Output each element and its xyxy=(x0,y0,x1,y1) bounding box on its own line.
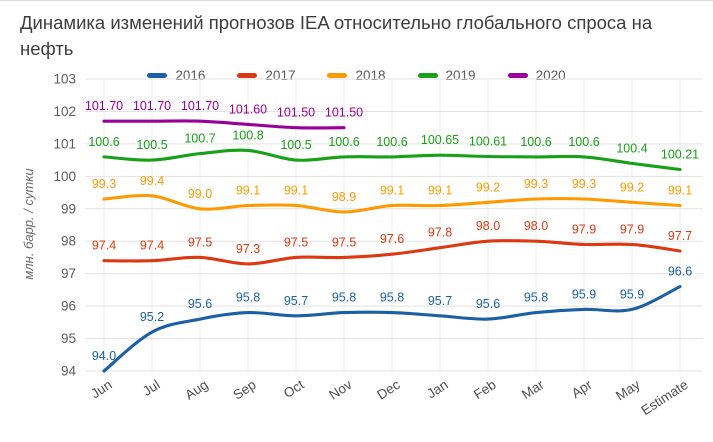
x-tick-label: Jul xyxy=(140,377,163,399)
point-label-2018: 99.1 xyxy=(668,184,692,198)
point-label-2016: 95.8 xyxy=(332,291,356,305)
point-label-2016: 95.7 xyxy=(284,294,308,308)
point-label-2018: 98.9 xyxy=(332,190,356,204)
legend-swatch xyxy=(507,73,528,78)
x-tick-label: Sep xyxy=(230,377,258,403)
legend-swatch xyxy=(147,73,168,78)
point-label-2017: 98.0 xyxy=(476,219,500,233)
point-label-2016: 95.8 xyxy=(524,291,548,305)
x-tick-label: Feb xyxy=(471,377,499,402)
point-label-2019: 100.21 xyxy=(661,148,699,162)
y-tick-label: 95 xyxy=(61,331,76,346)
point-label-2019: 100.6 xyxy=(568,135,599,149)
point-label-2017: 97.5 xyxy=(188,235,212,249)
point-label-2019: 100.5 xyxy=(136,138,167,152)
point-label-2019: 100.6 xyxy=(520,135,551,149)
point-label-2017: 97.4 xyxy=(140,239,164,253)
point-label-2020: 101.50 xyxy=(277,106,315,120)
y-tick-label: 96 xyxy=(61,299,76,314)
point-label-2018: 99.3 xyxy=(92,177,116,191)
point-label-2016: 95.2 xyxy=(140,310,164,324)
point-label-2017: 97.3 xyxy=(236,242,260,256)
y-tick-label: 97 xyxy=(61,266,76,281)
point-label-2019: 100.61 xyxy=(469,135,507,149)
point-label-2019: 100.5 xyxy=(280,138,311,152)
point-label-2019: 100.7 xyxy=(184,132,215,146)
y-tick-label: 103 xyxy=(53,72,76,87)
legend-swatch xyxy=(327,73,348,78)
point-label-2016: 95.6 xyxy=(476,297,500,311)
point-label-2019: 100.6 xyxy=(376,135,407,149)
point-label-2016: 95.7 xyxy=(428,294,452,308)
point-label-2018: 99.0 xyxy=(188,187,212,201)
point-label-2017: 97.8 xyxy=(428,226,452,240)
point-label-2019: 100.6 xyxy=(88,135,119,149)
point-label-2017: 97.6 xyxy=(380,232,404,246)
point-label-2020: 101.60 xyxy=(229,102,267,116)
legend-swatch xyxy=(417,73,438,78)
x-tick-label: Apr xyxy=(569,377,595,401)
series-line-2017 xyxy=(102,239,682,266)
chart-title: Динамика изменений прогнозов IEA относит… xyxy=(20,12,653,59)
point-label-2019: 100.4 xyxy=(616,141,647,155)
point-label-2016: 95.9 xyxy=(620,287,644,301)
point-label-2019: 100.65 xyxy=(421,133,459,147)
point-label-2018: 99.1 xyxy=(380,184,404,198)
point-label-2016: 94.0 xyxy=(92,349,116,363)
point-label-2018: 99.1 xyxy=(236,184,260,198)
x-tick-label: May xyxy=(613,377,643,404)
point-label-2017: 97.9 xyxy=(620,222,644,236)
x-tick-label: Mar xyxy=(519,377,547,403)
point-label-2017: 97.5 xyxy=(284,235,308,249)
point-label-2018: 99.4 xyxy=(140,174,164,188)
y-tick-label: 102 xyxy=(53,104,76,119)
line-chart: 94 95 96 97 98 99 100 101 102 103 Jun Jul Aug Sep Oct N… xyxy=(53,72,703,418)
point-label-2017: 97.5 xyxy=(332,235,356,249)
point-label-2018: 99.2 xyxy=(476,180,500,194)
y-tick-label: 98 xyxy=(61,234,76,249)
x-tick-label: Nov xyxy=(326,377,355,403)
point-label-2019: 100.8 xyxy=(232,128,263,142)
series-line-2018 xyxy=(102,193,682,214)
point-label-2017: 97.9 xyxy=(572,222,596,236)
point-label-2016: 96.6 xyxy=(668,265,692,279)
x-tick-label: Estimate xyxy=(638,377,690,418)
point-label-2020: 101.70 xyxy=(85,99,123,113)
series-line-2019 xyxy=(102,148,682,172)
point-label-2016: 95.8 xyxy=(236,291,260,305)
x-tick-label: Aug xyxy=(182,377,210,403)
point-label-2017: 97.7 xyxy=(668,229,692,243)
point-label-2020: 101.50 xyxy=(325,106,363,120)
y-tick-label: 100 xyxy=(53,169,76,184)
series-line-2016 xyxy=(102,285,682,373)
point-label-2017: 97.4 xyxy=(92,239,116,253)
point-label-2018: 99.2 xyxy=(620,180,644,194)
point-label-2018: 99.3 xyxy=(524,177,548,191)
y-tick-label: 94 xyxy=(61,364,77,379)
point-label-2018: 99.1 xyxy=(428,184,452,198)
point-label-2020: 101.70 xyxy=(181,99,219,113)
point-label-2016: 95.9 xyxy=(572,287,596,301)
point-label-2018: 99.3 xyxy=(572,177,596,191)
x-tick-label: Jan xyxy=(424,377,450,401)
point-label-2016: 95.6 xyxy=(188,297,212,311)
point-label-2016: 95.8 xyxy=(380,291,404,305)
series-line-2020 xyxy=(102,119,346,130)
point-label-2017: 98.0 xyxy=(524,219,548,233)
y-tick-label: 101 xyxy=(53,136,76,151)
x-tick-label: Dec xyxy=(374,377,403,403)
point-label-2020: 101.70 xyxy=(133,99,171,113)
x-tick-label: Jun xyxy=(88,377,114,401)
point-label-2019: 100.6 xyxy=(328,135,359,149)
point-label-2018: 99.1 xyxy=(284,184,308,198)
y-tick-label: 99 xyxy=(61,201,76,216)
legend-swatch xyxy=(237,73,258,78)
x-tick-label: Oct xyxy=(281,377,307,401)
